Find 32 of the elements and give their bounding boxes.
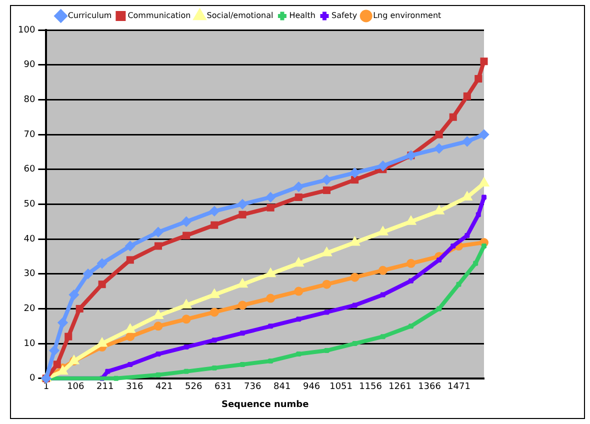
- y-tick-label: 30: [24, 269, 36, 280]
- y-tick-label: 0: [29, 374, 36, 384]
- y-tick-label: 60: [24, 164, 36, 175]
- y-tick-label: 70: [24, 130, 36, 140]
- x-tick-label: 316: [126, 382, 144, 392]
- legend-label: Health: [289, 11, 316, 20]
- y-tick-label: 10: [24, 338, 36, 349]
- x-axis-title: Sequence numbe: [221, 400, 309, 410]
- x-tick-label: 631: [214, 382, 232, 392]
- y-tick-label: 20: [24, 304, 36, 314]
- x-tick-label: 1051: [330, 382, 353, 392]
- y-tick-label: 50: [24, 200, 36, 210]
- y-tick-label: 40: [24, 234, 36, 244]
- x-tick-label: 106: [67, 382, 85, 392]
- legend-label: Curriculum: [68, 11, 112, 20]
- x-tick-label: 946: [302, 382, 320, 392]
- legend-label: Social/emotional: [206, 11, 274, 20]
- legend-label: Safety: [331, 11, 358, 20]
- x-tick-label: 211: [96, 382, 114, 392]
- x-tick-label: 421: [156, 382, 173, 392]
- x-tick-label: 841: [273, 382, 291, 392]
- y-tick-label: 80: [24, 95, 36, 106]
- legend-label: Lng environment: [373, 11, 442, 20]
- legend-label: Communication: [128, 11, 191, 20]
- x-tick-label: 736: [244, 382, 262, 392]
- x-tick-label: 526: [185, 382, 202, 392]
- x-tick-label: 1366: [418, 382, 442, 392]
- y-tick-label: 100: [18, 25, 36, 36]
- x-tick-label: 1471: [448, 382, 470, 392]
- x-tick-label: 1261: [388, 382, 412, 392]
- y-tick-label: 90: [24, 60, 36, 70]
- x-tick-label: 1156: [359, 382, 382, 392]
